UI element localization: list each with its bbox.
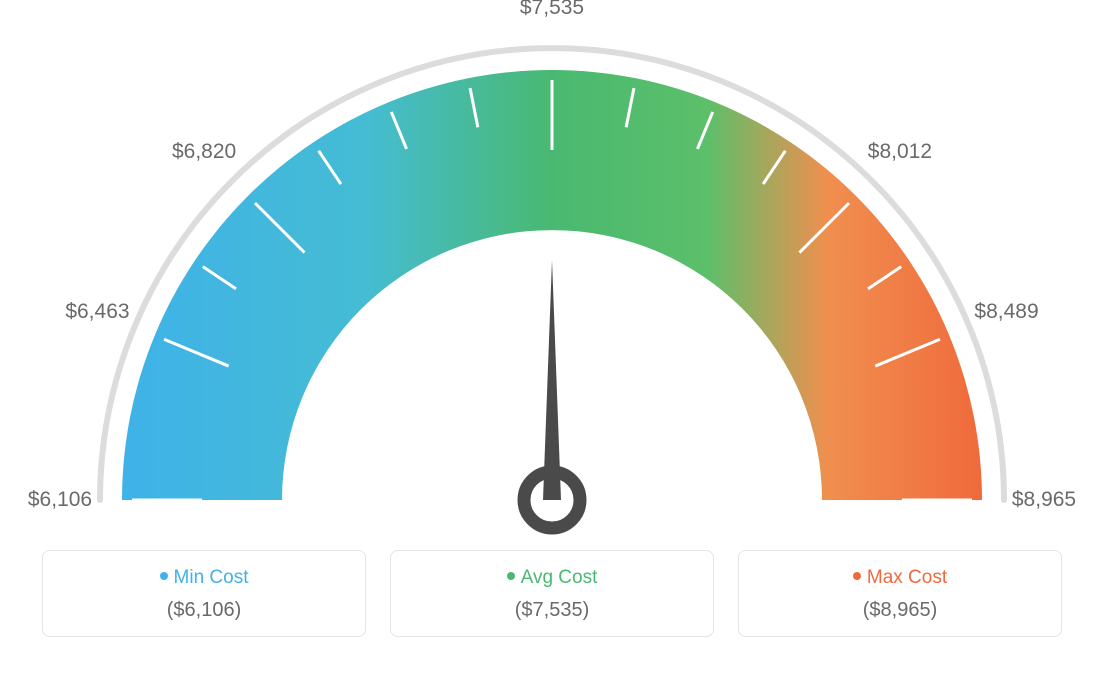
legend-title-avg: Avg Cost	[401, 567, 703, 589]
legend-card-avg: Avg Cost ($7,535)	[390, 550, 714, 637]
legend-title-avg-text: Avg Cost	[521, 567, 598, 588]
legend-card-max: Max Cost ($8,965)	[738, 550, 1062, 637]
gauge-tick-label: $8,012	[868, 140, 932, 164]
gauge-tick-label: $8,965	[1012, 488, 1076, 512]
gauge-tick-label: $6,820	[172, 140, 236, 164]
chart-container: $6,106 $6,463 $6,820 $7,535 $8,012 $8,489 $8,9…	[0, 0, 1104, 690]
gauge-svg	[0, 0, 1104, 550]
legend-title-min: Min Cost	[53, 567, 355, 589]
gauge-tick-label: $6,463	[65, 300, 129, 324]
legend-value-min: ($6,106)	[53, 599, 355, 622]
gauge-tick-label: $6,106	[28, 488, 92, 512]
dot-icon-avg	[507, 572, 515, 580]
legend-title-min-text: Min Cost	[174, 567, 249, 588]
gauge-chart: $6,106 $6,463 $6,820 $7,535 $8,012 $8,489 $8,9…	[0, 0, 1104, 550]
legend-value-avg: ($7,535)	[401, 599, 703, 622]
legend-value-max: ($8,965)	[749, 599, 1051, 622]
legend-title-max: Max Cost	[749, 567, 1051, 589]
gauge-tick-label: $8,489	[974, 300, 1038, 324]
legend-row: Min Cost ($6,106) Avg Cost ($7,535) Max …	[42, 550, 1062, 637]
dot-icon-max	[853, 572, 861, 580]
legend-title-max-text: Max Cost	[867, 567, 947, 588]
gauge-tick-label: $7,535	[520, 0, 584, 20]
dot-icon-min	[160, 572, 168, 580]
legend-card-min: Min Cost ($6,106)	[42, 550, 366, 637]
